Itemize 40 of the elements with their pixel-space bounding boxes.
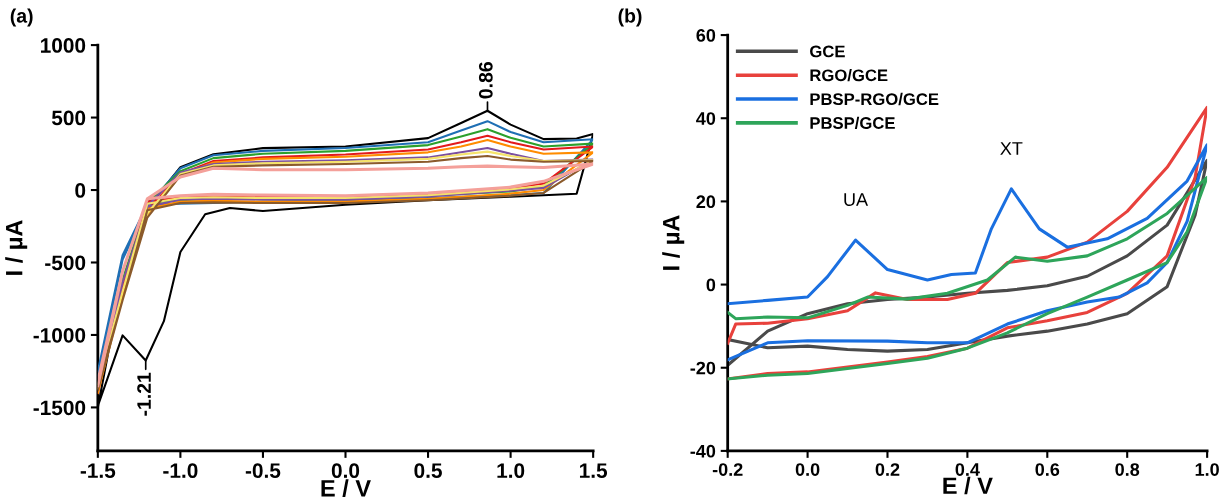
y-tick-label: 1000 bbox=[41, 38, 86, 53]
y-axis-title: I / µA bbox=[662, 215, 685, 270]
x-tick-label: 0.0 bbox=[331, 463, 360, 479]
y-tick-label: 0 bbox=[75, 183, 86, 198]
legend-label: PBSP-RGO/GCE bbox=[810, 92, 939, 106]
chart-title: (a) bbox=[10, 8, 33, 27]
annotation: -1.21 bbox=[137, 372, 151, 416]
y-tick-label: -1000 bbox=[33, 327, 86, 343]
y-tick-label: -40 bbox=[690, 444, 716, 458]
x-tick-label: 0.8 bbox=[1115, 463, 1140, 476]
annotation: XT bbox=[1000, 142, 1023, 155]
x-tick-label: -1.0 bbox=[163, 463, 198, 479]
x-axis-title: E / V bbox=[943, 476, 993, 495]
y-tick-label: 500 bbox=[51, 110, 86, 126]
x-tick-label: -0.5 bbox=[245, 463, 281, 479]
y-tick-label: 60 bbox=[696, 29, 716, 42]
x-tick-label: 0.0 bbox=[795, 463, 820, 476]
x-tick-label: -1.5 bbox=[80, 463, 116, 479]
y-tick-label: -20 bbox=[690, 361, 716, 375]
x-tick-label: 0.5 bbox=[414, 463, 442, 479]
y-tick-label: 20 bbox=[696, 195, 716, 209]
y-tick-label: 0 bbox=[706, 278, 716, 292]
legend-label: RGO/GCE bbox=[810, 68, 888, 82]
chart-title: (b) bbox=[618, 8, 642, 27]
x-tick-label: 1.0 bbox=[1195, 463, 1219, 476]
x-axis-title: E / V bbox=[321, 479, 371, 497]
x-tick-label: 1.0 bbox=[497, 463, 525, 479]
annotation: 0.86 bbox=[478, 62, 493, 99]
x-tick-label: 0.6 bbox=[1035, 463, 1060, 476]
y-axis-title: I / µA bbox=[5, 220, 28, 275]
x-tick-label: -0.2 bbox=[712, 463, 743, 476]
x-tick-label: 0.4 bbox=[955, 463, 980, 476]
y-tick-label: -500 bbox=[45, 255, 86, 271]
x-tick-label: 1.5 bbox=[579, 463, 608, 479]
x-tick-label: 0.2 bbox=[875, 463, 900, 476]
y-tick-label: -1500 bbox=[33, 400, 86, 416]
legend-label: PBSP/GCE bbox=[810, 116, 895, 130]
legend-label: GCE bbox=[810, 45, 845, 58]
annotation: UA bbox=[844, 193, 869, 206]
y-tick-label: 40 bbox=[696, 112, 716, 125]
